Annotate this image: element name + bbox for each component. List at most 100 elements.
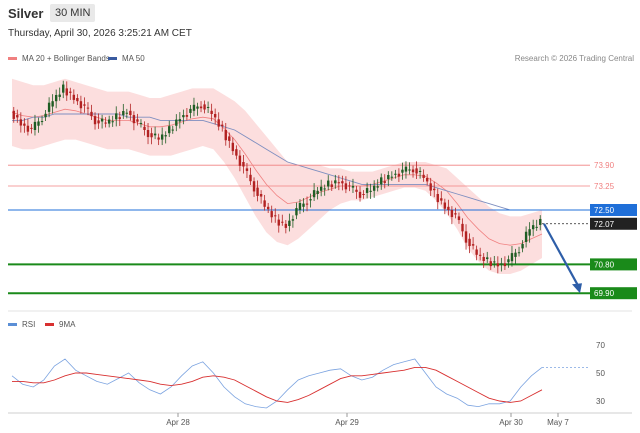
candle-body	[404, 166, 408, 172]
candle-body	[259, 194, 263, 197]
level-tag-2	[590, 204, 637, 216]
candle-body	[23, 123, 26, 126]
rsi-tick-1: 50	[596, 369, 605, 378]
candle-body	[327, 180, 330, 187]
candle-body	[129, 110, 132, 116]
candle-body	[30, 127, 33, 129]
candle-body	[157, 137, 160, 140]
ma50-label: MA 50	[122, 54, 145, 63]
candle-body	[47, 102, 51, 112]
candle-body	[507, 259, 510, 263]
bb-swatch	[8, 57, 17, 60]
candle-body	[206, 106, 210, 108]
candle-body	[65, 88, 68, 96]
candle-body	[411, 169, 415, 173]
timestamp: Thursday, April 30, 2026 3:25:21 AM CET	[8, 28, 192, 39]
candle-body	[380, 177, 383, 185]
candle-body	[76, 98, 79, 102]
x-tick-label-3: May 7	[547, 418, 569, 427]
candle-body	[175, 119, 178, 126]
candle-body	[429, 183, 432, 191]
bb-label: MA 20 + Bollinger Bands	[22, 54, 110, 63]
candle-body	[164, 135, 167, 137]
candle-body	[266, 206, 270, 210]
candle-body	[192, 104, 196, 111]
candle-body	[69, 91, 72, 93]
level-label-4: 70.80	[594, 260, 615, 269]
candle-body	[44, 113, 47, 118]
candle-body	[150, 133, 153, 138]
candle-body	[277, 219, 280, 226]
candle-body	[372, 185, 376, 191]
candle-body	[284, 223, 288, 228]
candle-body	[376, 186, 379, 188]
candle-body	[86, 107, 90, 109]
candle-body	[242, 162, 245, 167]
candle-body	[521, 243, 524, 249]
candle-body	[309, 199, 312, 201]
candle-body	[500, 263, 503, 265]
candle-body	[514, 252, 517, 257]
candle-body	[319, 186, 323, 191]
candle-body	[457, 216, 461, 221]
candle-body	[252, 181, 256, 192]
chart-header: Silver 30 MIN	[0, 0, 640, 26]
candle-body	[337, 182, 341, 184]
candle-body	[238, 155, 242, 166]
candle-body	[189, 108, 192, 113]
candle-body	[422, 174, 425, 178]
instrument-title: Silver	[8, 6, 44, 21]
candle-body	[464, 231, 468, 243]
candle-body	[228, 136, 231, 141]
candle-body	[178, 119, 182, 122]
candle-body	[450, 210, 454, 218]
candle-body	[210, 110, 213, 114]
level-label-0: 73.90	[594, 161, 615, 170]
copyright: Research © 2026 Trading Central	[514, 54, 634, 63]
candle-body	[482, 256, 485, 261]
candle-body	[418, 170, 422, 172]
candle-body	[40, 121, 44, 123]
candle-body	[362, 194, 365, 195]
candle-body	[390, 176, 394, 178]
candle-body	[62, 84, 65, 93]
legend-bollinger: MA 20 + Bollinger Bands	[8, 54, 110, 63]
candle-body	[168, 126, 171, 134]
candle-body	[153, 133, 157, 136]
ma9-swatch	[45, 323, 54, 326]
candle-body	[334, 180, 337, 184]
candle-body	[97, 120, 100, 124]
candle-body	[468, 238, 471, 247]
candle-body	[433, 188, 436, 191]
candle-body	[160, 134, 164, 140]
level-label-3: 72.07	[594, 220, 615, 229]
candle-body	[531, 225, 535, 230]
candle-body	[528, 229, 531, 236]
candle-body	[235, 149, 238, 156]
candle-body	[182, 115, 185, 118]
candle-body	[425, 178, 429, 182]
timeframe-button[interactable]: 30 MIN	[50, 4, 96, 22]
level-tag-5	[590, 287, 637, 300]
candle-body	[72, 94, 76, 100]
ma50-swatch	[108, 57, 117, 60]
candle-body	[125, 112, 129, 114]
candle-body	[503, 263, 507, 267]
candle-body	[295, 208, 298, 216]
candle-body	[249, 174, 252, 182]
candle-body	[281, 221, 284, 223]
candle-body	[58, 94, 61, 97]
candle-body	[37, 121, 40, 126]
candle-body	[33, 121, 37, 130]
forecast-arrow	[543, 223, 581, 290]
candle-body	[493, 261, 496, 263]
candle-body	[369, 190, 372, 192]
candle-body	[517, 252, 521, 254]
candle-body	[256, 187, 259, 196]
candle-body	[19, 119, 23, 126]
candle-body	[394, 173, 397, 175]
candle-body	[221, 124, 224, 127]
candle-body	[387, 175, 390, 180]
candle-body	[440, 198, 443, 201]
